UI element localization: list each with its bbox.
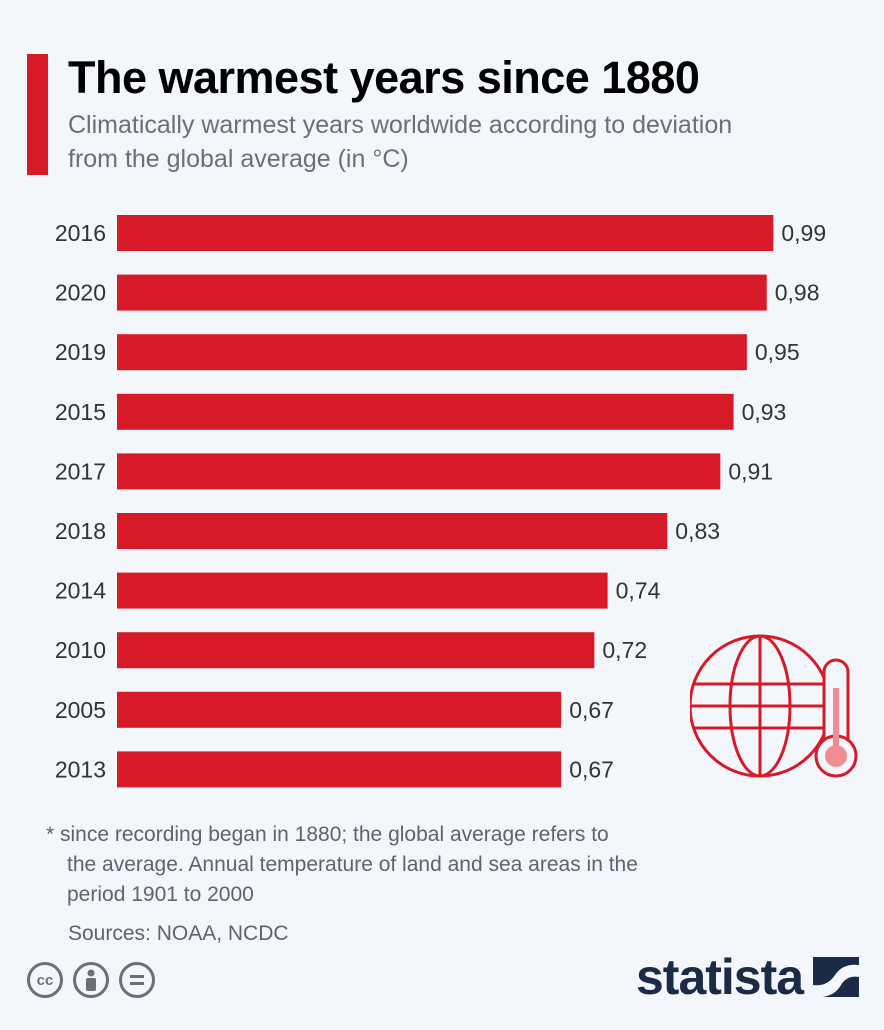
title-accent-bar — [27, 54, 48, 175]
attribution-icon[interactable] — [73, 962, 109, 998]
category-label: 2014 — [55, 578, 106, 604]
bar — [117, 513, 668, 549]
no-derivatives-icon[interactable] — [119, 962, 155, 998]
value-label: 0,83 — [675, 518, 720, 544]
cc-icon-text: cc — [36, 971, 54, 989]
bar — [117, 334, 747, 371]
category-label: 2005 — [55, 697, 106, 723]
category-label: 2018 — [55, 518, 106, 544]
value-label: 0,99 — [781, 220, 826, 246]
bar — [117, 691, 562, 728]
value-label: 0,74 — [616, 578, 661, 604]
bar — [117, 632, 595, 669]
value-label: 0,72 — [602, 637, 647, 663]
bar — [117, 393, 734, 430]
bar-chart: 2016 0,99 2020 0,98 2019 0,95 2015 0,93 2017 0,91… — [55, 215, 826, 788]
bar — [117, 453, 721, 490]
category-label: 2013 — [55, 756, 106, 782]
person-icon — [86, 969, 96, 991]
value-label: 0,67 — [569, 697, 614, 723]
category-label: 2017 — [55, 458, 106, 484]
value-label: 0,91 — [728, 458, 773, 484]
category-label: 2015 — [55, 399, 106, 425]
bar — [117, 572, 608, 609]
category-label: 2010 — [55, 637, 106, 663]
equals-icon — [130, 975, 144, 985]
category-label: 2019 — [55, 339, 106, 365]
cc-icon[interactable]: cc — [27, 962, 63, 998]
value-label: 0,95 — [755, 339, 800, 365]
category-label: 2020 — [55, 280, 106, 306]
bar — [117, 274, 767, 311]
statista-logo[interactable]: statista — [636, 948, 860, 1006]
footnote: * since recording began in 1880; the glo… — [46, 820, 786, 910]
bar — [117, 751, 562, 788]
footnote-line: period 1901 to 2000 — [67, 883, 254, 906]
license-icons: cc — [27, 962, 155, 998]
statista-logo-icon — [813, 957, 860, 997]
value-label: 0,93 — [742, 399, 787, 425]
footnote-line: * since recording began in 1880; the glo… — [46, 823, 609, 846]
bar — [117, 215, 774, 251]
value-label: 0,67 — [569, 756, 614, 782]
sources: Sources: NOAA, NCDC — [68, 922, 289, 945]
chart-subtitle: Climatically warmest years worldwide acc… — [68, 111, 733, 173]
value-label: 0,98 — [775, 280, 820, 306]
chart-title: The warmest years since 1880 — [68, 52, 700, 103]
brand-name: statista — [636, 949, 804, 1005]
globe-thermometer-icon — [690, 634, 858, 778]
footnote-line: the average. Annual temperature of land … — [67, 853, 638, 876]
category-label: 2016 — [55, 220, 106, 246]
